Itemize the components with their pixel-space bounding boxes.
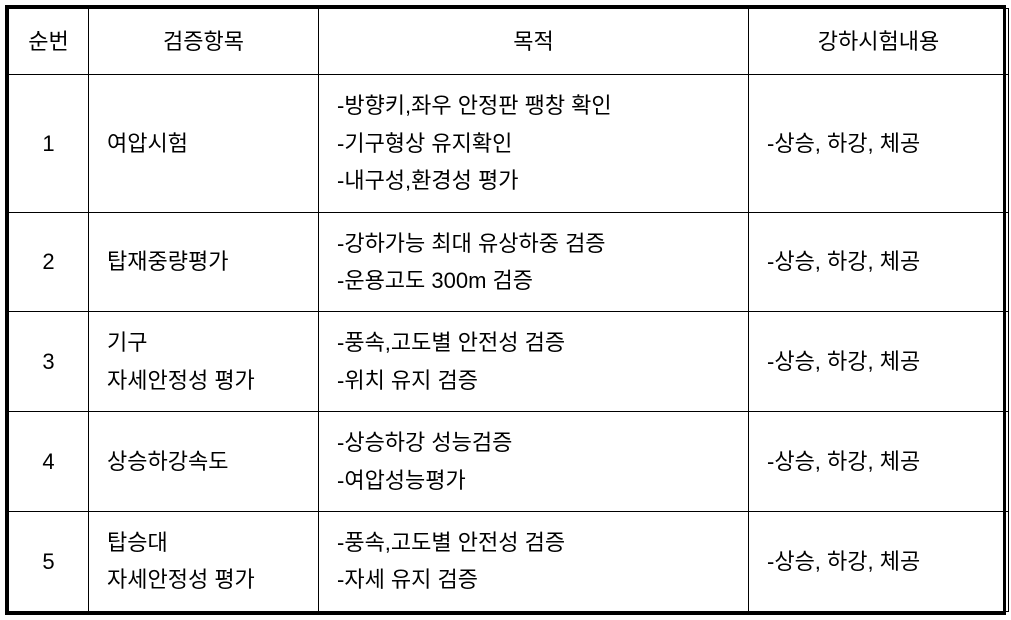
cell-item: 상승하강속도	[89, 412, 319, 512]
purpose-text: -자세 유지 검증	[337, 561, 730, 598]
header-content: 강하시험내용	[749, 9, 1009, 75]
purpose-text: -강하가능 최대 유상하중 검증	[337, 225, 730, 262]
cell-item: 여압시험	[89, 75, 319, 212]
verification-table: 순번 검증항목 목적 강하시험내용 1 여압시험 -방향키,좌우 안정판 팽창 …	[8, 8, 1009, 612]
header-purpose: 목적	[319, 9, 749, 75]
purpose-text: -위치 유지 검증	[337, 362, 730, 399]
cell-purpose: -강하가능 최대 유상하중 검증 -운용고도 300m 검증	[319, 212, 749, 312]
item-text: 탑재중량평가	[107, 243, 300, 280]
cell-num: 1	[9, 75, 89, 212]
purpose-text: -내구성,환경성 평가	[337, 162, 730, 199]
cell-purpose: -풍속,고도별 안전성 검증 -위치 유지 검증	[319, 312, 749, 412]
cell-item: 탑재중량평가	[89, 212, 319, 312]
purpose-text: -방향키,좌우 안정판 팽창 확인	[337, 87, 730, 124]
cell-num: 2	[9, 212, 89, 312]
cell-content: -상승, 하강, 체공	[749, 312, 1009, 412]
purpose-text: -풍속,고도별 안전성 검증	[337, 324, 730, 361]
header-item: 검증항목	[89, 9, 319, 75]
cell-content: -상승, 하강, 체공	[749, 412, 1009, 512]
cell-purpose: -상승하강 성능검증 -여압성능평가	[319, 412, 749, 512]
purpose-text: -운용고도 300m 검증	[337, 262, 730, 299]
item-text: 자세안정성 평가	[107, 362, 300, 399]
item-text: 탑승대	[107, 524, 300, 561]
table-row: 1 여압시험 -방향키,좌우 안정판 팽창 확인 -기구형상 유지확인 -내구성…	[9, 75, 1009, 212]
item-text: 상승하강속도	[107, 443, 300, 480]
purpose-text: -상승하강 성능검증	[337, 424, 730, 461]
table-row: 4 상승하강속도 -상승하강 성능검증 -여압성능평가 -상승, 하강, 체공	[9, 412, 1009, 512]
header-num: 순번	[9, 9, 89, 75]
cell-content: -상승, 하강, 체공	[749, 212, 1009, 312]
table-body: 1 여압시험 -방향키,좌우 안정판 팽창 확인 -기구형상 유지확인 -내구성…	[9, 75, 1009, 611]
cell-content: -상승, 하강, 체공	[749, 75, 1009, 212]
table-row: 5 탑승대 자세안정성 평가 -풍속,고도별 안전성 검증 -자세 유지 검증 …	[9, 511, 1009, 611]
item-text: 자세안정성 평가	[107, 561, 300, 598]
item-text: 기구	[107, 324, 300, 361]
cell-item: 탑승대 자세안정성 평가	[89, 511, 319, 611]
cell-item: 기구 자세안정성 평가	[89, 312, 319, 412]
purpose-text: -풍속,고도별 안전성 검증	[337, 524, 730, 561]
verification-table-wrapper: 순번 검증항목 목적 강하시험내용 1 여압시험 -방향키,좌우 안정판 팽창 …	[5, 5, 1006, 615]
purpose-text: -기구형상 유지확인	[337, 125, 730, 162]
cell-num: 3	[9, 312, 89, 412]
table-header-row: 순번 검증항목 목적 강하시험내용	[9, 9, 1009, 75]
cell-num: 5	[9, 511, 89, 611]
table-row: 2 탑재중량평가 -강하가능 최대 유상하중 검증 -운용고도 300m 검증 …	[9, 212, 1009, 312]
cell-content: -상승, 하강, 체공	[749, 511, 1009, 611]
cell-purpose: -방향키,좌우 안정판 팽창 확인 -기구형상 유지확인 -내구성,환경성 평가	[319, 75, 749, 212]
table-row: 3 기구 자세안정성 평가 -풍속,고도별 안전성 검증 -위치 유지 검증 -…	[9, 312, 1009, 412]
cell-purpose: -풍속,고도별 안전성 검증 -자세 유지 검증	[319, 511, 749, 611]
purpose-text: -여압성능평가	[337, 462, 730, 499]
cell-num: 4	[9, 412, 89, 512]
item-text: 여압시험	[107, 125, 300, 162]
